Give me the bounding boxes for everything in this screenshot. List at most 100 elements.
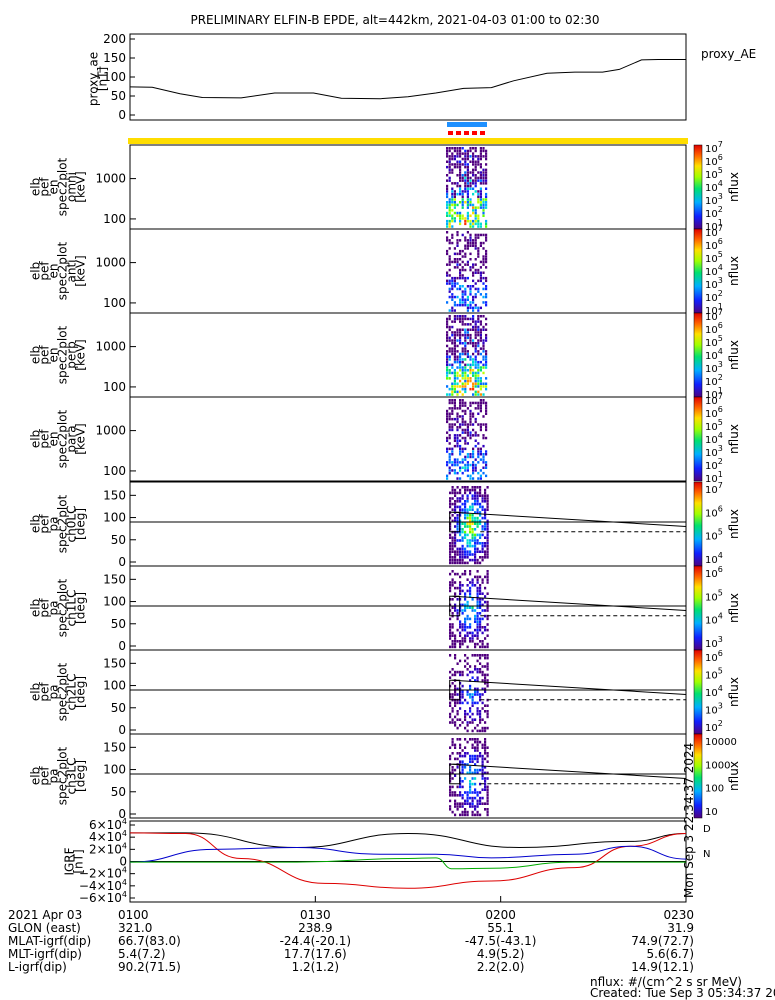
spectrogram-cell xyxy=(454,500,457,503)
spectrogram-cell xyxy=(456,458,459,461)
spectrogram-cell xyxy=(461,805,464,808)
spectrogram-cell xyxy=(486,634,489,637)
spectrogram-cell xyxy=(461,450,464,453)
spectrogram-cell xyxy=(461,358,464,361)
spectrogram-cell xyxy=(451,558,454,562)
spectrogram-cell xyxy=(472,155,475,158)
spectrogram-cell xyxy=(466,461,469,464)
spectrogram-cell xyxy=(451,157,454,161)
spectrogram-cell xyxy=(454,721,457,724)
spectrogram-cell xyxy=(461,369,464,372)
spectrogram-cell xyxy=(451,766,454,769)
spectrogram-cell xyxy=(453,285,456,288)
spectrogram-cell xyxy=(471,514,474,517)
spectrogram-cell xyxy=(479,333,482,337)
energy-ylabel-omni-line-0: elb xyxy=(29,178,43,196)
spectrogram-cell xyxy=(481,701,484,705)
spectrogram-cell xyxy=(479,561,482,565)
spectrogram-cell xyxy=(469,412,472,415)
colorbar-tick-label: 103 xyxy=(705,444,723,459)
spectrogram-cell xyxy=(461,749,464,752)
spectrogram-cell xyxy=(456,617,459,621)
spectrogram-cell xyxy=(477,385,480,388)
spectrogram-cell xyxy=(474,469,477,472)
spectrogram-cell xyxy=(486,544,489,548)
spectrogram-cell xyxy=(472,382,475,385)
spectrogram-cell xyxy=(477,360,480,364)
spectrogram-cell xyxy=(459,222,462,226)
spectrogram-cell xyxy=(476,802,479,805)
spectrogram-cell xyxy=(451,718,454,721)
spectrogram-cell xyxy=(451,387,454,391)
spectrogram-cell xyxy=(471,757,474,761)
spectrogram-cell xyxy=(459,385,462,388)
pa-panel-frame xyxy=(129,565,687,651)
spectrogram-cell xyxy=(446,152,449,155)
spectrogram-cell xyxy=(471,802,474,805)
spectrogram-cell xyxy=(472,434,475,437)
spectrogram-cell xyxy=(484,542,487,545)
spectrogram-cell xyxy=(464,331,467,334)
spectrogram-cell xyxy=(482,171,485,174)
spectrogram-cell xyxy=(451,539,454,542)
spectrogram-cell xyxy=(454,533,457,537)
spectrogram-cell xyxy=(448,347,451,350)
colorbar-tick-label: 103 xyxy=(705,360,723,375)
spectrogram-cell xyxy=(466,533,469,537)
spectrogram-cell xyxy=(446,417,449,421)
spectrogram-cell xyxy=(464,665,467,668)
spectrogram-cell xyxy=(482,260,485,264)
spectrogram-cell xyxy=(479,182,482,185)
spectrogram-cell xyxy=(456,486,459,489)
spectrogram-cell xyxy=(482,168,485,172)
pa-panel-ch2: 050100150elbpefpaspec2plotch2LC[deg]1061… xyxy=(29,649,742,737)
spectrogram-cell xyxy=(461,360,464,364)
spectrogram-cell xyxy=(466,693,469,696)
spectrogram-cell xyxy=(474,444,477,448)
colorbar-tick-label: 104 xyxy=(705,431,723,446)
spectrogram-cell xyxy=(476,500,479,503)
spectrogram-cell xyxy=(461,461,464,464)
spectrogram-cell xyxy=(456,785,459,789)
spectrogram-cell xyxy=(474,295,477,299)
spectrogram-cell xyxy=(451,428,454,432)
spectrogram-cell xyxy=(479,698,482,702)
spectrogram-cell xyxy=(464,201,467,204)
spectrogram-cell xyxy=(471,796,474,800)
spectrogram-cell xyxy=(485,163,488,166)
spectrogram-cell xyxy=(456,766,459,769)
spectrogram-cell xyxy=(448,471,451,475)
spectrogram-cell xyxy=(459,434,462,437)
spectrogram-cell xyxy=(469,244,472,247)
spectrogram-cell xyxy=(451,447,454,451)
spectrogram-cell xyxy=(482,393,485,396)
spectrogram-cell xyxy=(464,620,467,623)
spectrogram-cell xyxy=(448,295,451,299)
spectrogram-cell xyxy=(479,233,482,237)
spectrogram-cell xyxy=(459,271,462,274)
spectrogram-cell xyxy=(469,768,472,772)
spectrogram-cell xyxy=(469,355,472,358)
spectrogram-cell xyxy=(474,282,477,285)
spectrogram-cell xyxy=(456,687,459,691)
spectrogram-cell xyxy=(446,219,449,223)
spectrogram-cell xyxy=(486,609,489,612)
spectrogram-cell xyxy=(472,298,475,301)
spectrogram-cell xyxy=(469,595,472,598)
pa-ylabel-ch2-line-5: [deg] xyxy=(74,676,88,708)
spectrogram-cell xyxy=(474,516,477,520)
spectrogram-cell xyxy=(451,626,454,629)
spectrogram-cell xyxy=(466,192,469,196)
spectrogram-cell xyxy=(456,426,459,429)
spectrogram-cell xyxy=(459,743,462,747)
pa-tick-label: 50 xyxy=(111,617,126,631)
spectrogram-cell xyxy=(481,729,484,733)
spectrogram-cell xyxy=(471,782,474,786)
spectrogram-cell xyxy=(482,363,485,367)
loss-cone-line xyxy=(452,679,687,695)
spectrogram-cell xyxy=(461,276,464,280)
spectrogram-cell xyxy=(477,374,480,377)
spectrogram-cell xyxy=(454,690,457,693)
spectrogram-cell xyxy=(453,387,456,391)
spectrogram-cell xyxy=(449,791,452,794)
